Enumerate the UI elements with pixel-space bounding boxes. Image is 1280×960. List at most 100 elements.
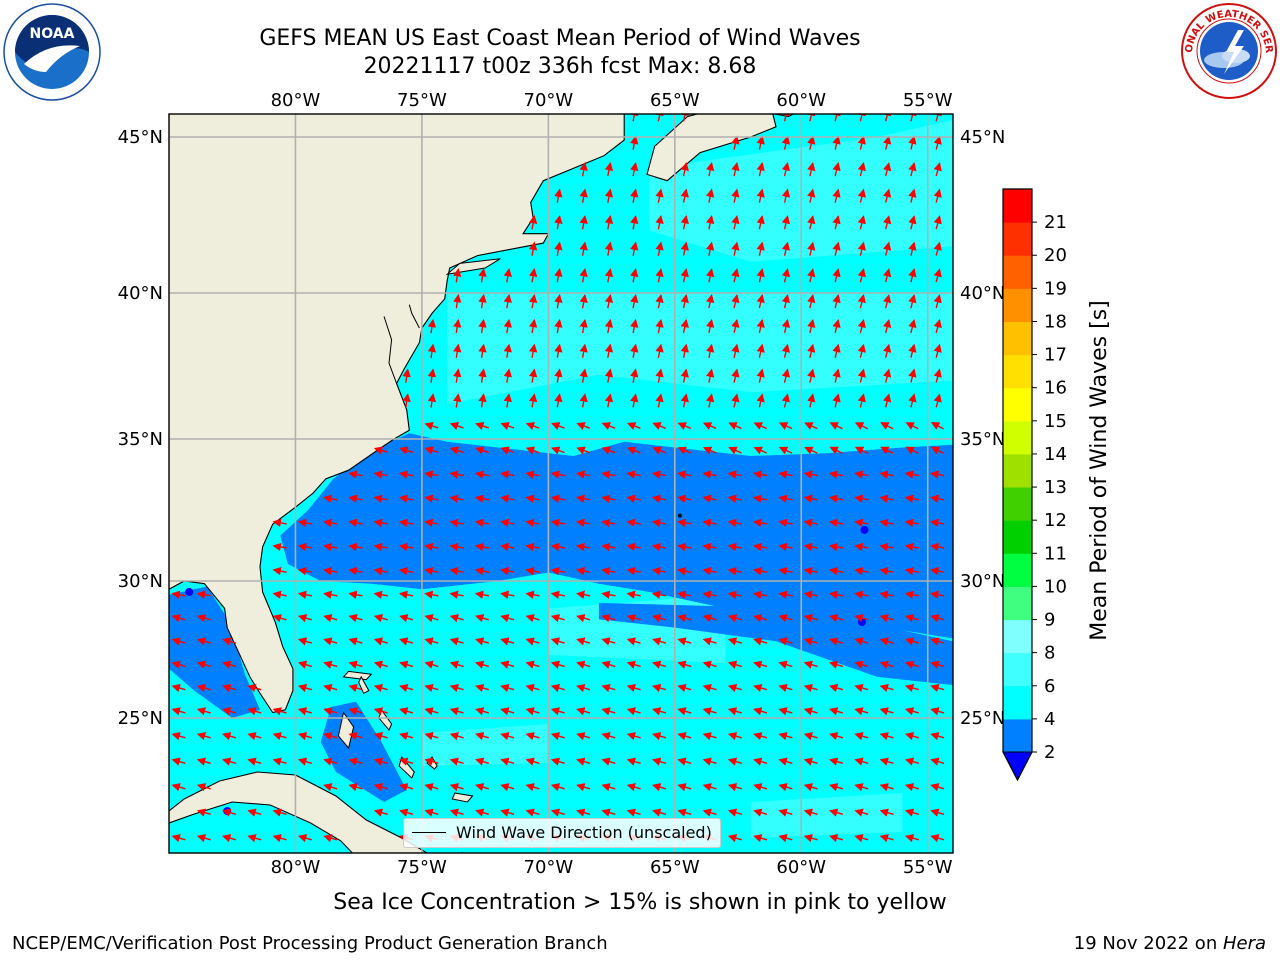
wave-direction-arrow	[651, 518, 667, 528]
noaa-logo-text: NOAA	[30, 26, 75, 42]
wave-direction-arrow	[399, 732, 414, 741]
wave-direction-arrow	[525, 590, 540, 599]
wave-direction-arrow	[554, 343, 563, 358]
wave-direction-arrow	[930, 660, 945, 669]
wave-direction-arrow	[196, 808, 211, 817]
wave-direction-arrow	[706, 215, 715, 230]
wave-direction-arrow	[626, 808, 641, 817]
wave-direction-arrow	[727, 494, 743, 503]
wave-direction-arrow	[727, 470, 743, 479]
wave-direction-arrow	[908, 318, 917, 334]
wave-direction-arrow	[222, 834, 237, 843]
wave-direction-arrow	[579, 241, 588, 256]
wave-direction-arrow	[272, 732, 287, 741]
wave-direction-arrow	[323, 567, 338, 576]
wave-direction-arrow	[803, 637, 818, 646]
colorbar-tick-label: 6	[1044, 676, 1055, 697]
wave-direction-arrow	[196, 732, 211, 741]
wave-direction-arrow	[424, 494, 439, 503]
wave-direction-arrow	[449, 783, 464, 792]
wave-direction-arrow	[753, 542, 768, 552]
wave-direction-arrow	[803, 518, 818, 528]
land-cuba	[169, 771, 429, 853]
wave-direction-arrow	[503, 368, 512, 383]
wave-direction-arrow	[474, 590, 490, 599]
wave-direction-arrow	[753, 684, 768, 693]
wave-direction-arrow	[702, 590, 717, 599]
wave-direction-arrow	[576, 446, 591, 455]
wave-direction-arrow	[297, 707, 312, 716]
wave-direction-arrow	[528, 268, 538, 283]
wave-direction-arrow	[630, 162, 639, 177]
wave-direction-arrow	[930, 422, 944, 430]
wave-direction-arrow	[424, 660, 439, 669]
wave-direction-arrow	[500, 542, 515, 552]
lon-tick-label-top: 75°W	[397, 90, 447, 111]
wave-direction-arrow	[753, 834, 768, 843]
wave-direction-arrow	[576, 590, 591, 599]
wave-direction-arrow	[424, 684, 439, 693]
wave-direction-arrow	[297, 684, 312, 693]
legend-line-icon	[412, 832, 446, 833]
wave-direction-arrow	[731, 241, 740, 256]
wave-direction-arrow	[702, 494, 717, 503]
wave-direction-arrow	[727, 567, 743, 576]
wave-direction-arrow	[778, 446, 793, 455]
wave-direction-arrow	[652, 422, 666, 430]
wave-direction-arrow	[655, 268, 664, 283]
wave-direction-arrow	[630, 343, 639, 358]
lat-tick-label-left: 40°N	[118, 283, 163, 304]
wave-direction-arrow	[728, 422, 742, 430]
wave-direction-arrow	[807, 241, 816, 256]
wave-direction-arrow	[373, 494, 388, 503]
wave-direction-arrow	[373, 707, 388, 716]
wave-direction-arrow	[171, 732, 186, 741]
wave-direction-arrow	[247, 732, 262, 741]
wave-direction-arrow	[424, 567, 439, 576]
wave-direction-arrow	[854, 614, 869, 623]
colorbar-segment	[1003, 619, 1032, 654]
wave-direction-arrow	[933, 393, 942, 408]
wave-direction-arrow	[731, 162, 740, 177]
wave-direction-arrow	[832, 294, 841, 309]
wave-direction-arrow	[655, 343, 664, 358]
wave-direction-arrow	[908, 268, 917, 283]
wave-direction-arrow	[778, 542, 793, 552]
wave-direction-arrow	[427, 343, 437, 358]
wave-direction-arrow	[854, 660, 869, 669]
wave-direction-arrow	[398, 567, 414, 576]
colorbar-tick-label: 4	[1044, 709, 1055, 730]
wave-direction-arrow	[680, 318, 689, 334]
wave-direction-arrow	[883, 343, 892, 358]
wave-direction-arrow	[474, 567, 490, 576]
wave-direction-arrow	[655, 393, 664, 408]
wave-direction-arrow	[449, 637, 464, 646]
wave-direction-arrow	[297, 542, 313, 552]
wave-direction-arrow	[857, 268, 866, 283]
wave-direction-arrow	[677, 783, 692, 792]
wave-direction-arrow	[272, 834, 287, 843]
wave-direction-arrow	[550, 757, 565, 766]
wave-direction-arrow	[828, 567, 844, 576]
colorbar-tick-label: 8	[1044, 643, 1055, 664]
wave-direction-arrow	[554, 318, 563, 334]
wave-direction-arrow	[883, 393, 892, 408]
wave-direction-arrow	[651, 494, 667, 503]
chart-subtitle: 20221117 t00z 336h fcst Max: 8.68	[363, 54, 757, 79]
wave-direction-arrow	[807, 135, 816, 150]
wave-direction-arrow	[500, 494, 515, 503]
wave-direction-arrow	[449, 567, 464, 576]
wave-direction-arrow	[550, 590, 566, 599]
wave-direction-arrow	[453, 393, 462, 408]
wave-direction-arrow	[247, 707, 262, 716]
wave-direction-arrow	[854, 470, 869, 479]
wave-direction-arrow	[449, 707, 464, 716]
colorbar-tick-label: 18	[1044, 311, 1067, 332]
wave-direction-arrow	[424, 470, 439, 479]
wave-direction-arrow	[803, 494, 818, 503]
wave-direction-arrow	[753, 590, 768, 599]
land-north-america	[169, 114, 625, 714]
wave-direction-arrow	[626, 494, 641, 503]
wave-direction-arrow	[453, 368, 462, 383]
wave-direction-arrow	[171, 590, 186, 599]
